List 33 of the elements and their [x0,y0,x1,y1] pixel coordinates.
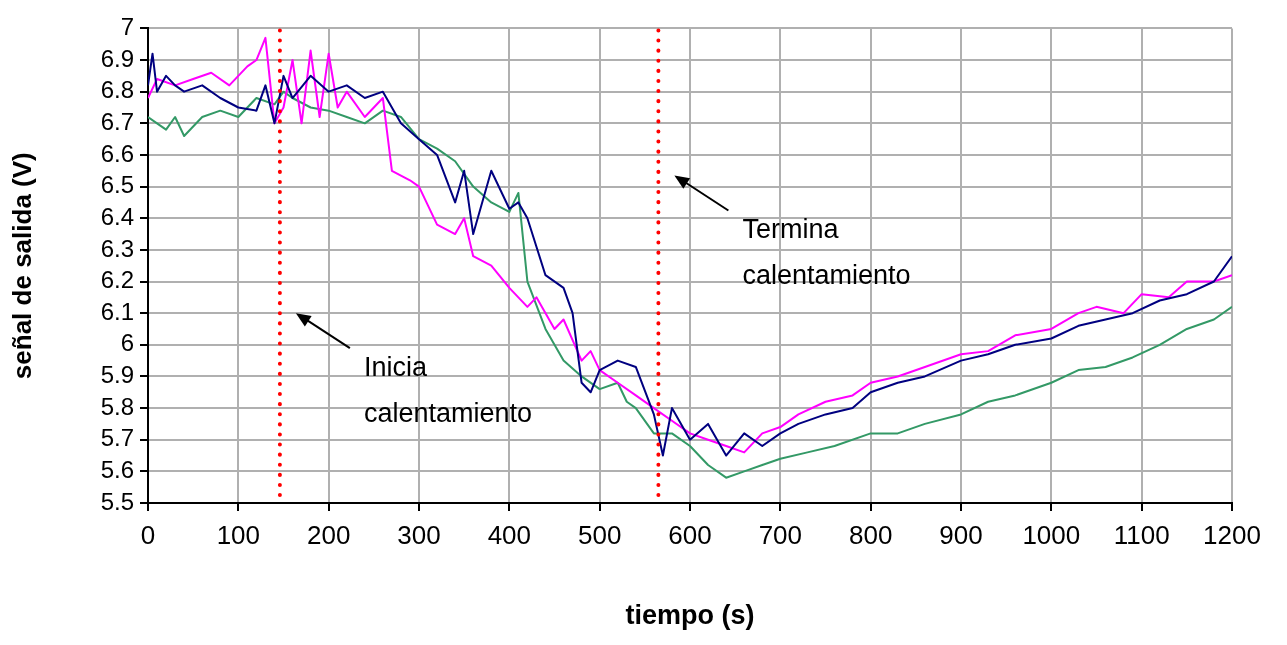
y-tick-label: 6.6 [100,139,134,167]
x-tick-label: 200 [306,519,351,550]
x-tick-label: 600 [668,519,712,550]
x-tick-label: 1000 [1022,519,1081,550]
x-tick-label: 700 [758,519,803,550]
x-tick-label: 800 [848,519,893,550]
y-tick-label: 5.5 [100,487,134,515]
y-tick-label: 6.2 [100,266,134,294]
y-tick-label: 6.3 [100,234,134,262]
y-tick-label: 6.9 [100,44,134,72]
x-tick-label: 100 [216,519,261,550]
y-tick-label: 5.6 [100,455,134,483]
y-tick-label: 7 [120,13,134,41]
y-tick-label: 6.5 [100,171,134,199]
annotation: Inicia calentamiento [363,351,532,428]
y-tick-label: 6.8 [100,76,134,104]
y-tick-label: 5.9 [100,361,134,389]
x-tick-label: 900 [939,519,983,550]
y-tick-label: 6.7 [100,107,134,135]
y-tick-label: 6.1 [100,297,134,325]
x-tick-label: 300 [397,519,441,550]
x-axis-title: tiempo (s) [625,600,755,631]
y-tick-label: 6 [120,329,134,357]
y-tick-label: 6.4 [100,202,134,230]
x-tick-label: 500 [577,519,622,550]
y-tick-label: 5.8 [100,392,134,420]
y-axis-title: señal de salida (V) [6,152,37,380]
x-tick-label: 1200 [1203,519,1261,550]
x-tick-label: 400 [487,519,532,550]
x-tick-label: 1100 [1113,519,1170,550]
annotation: Termina calentamiento [742,213,911,290]
y-tick-label: 5.7 [100,424,134,452]
x-tick-label: 0 [140,519,156,550]
